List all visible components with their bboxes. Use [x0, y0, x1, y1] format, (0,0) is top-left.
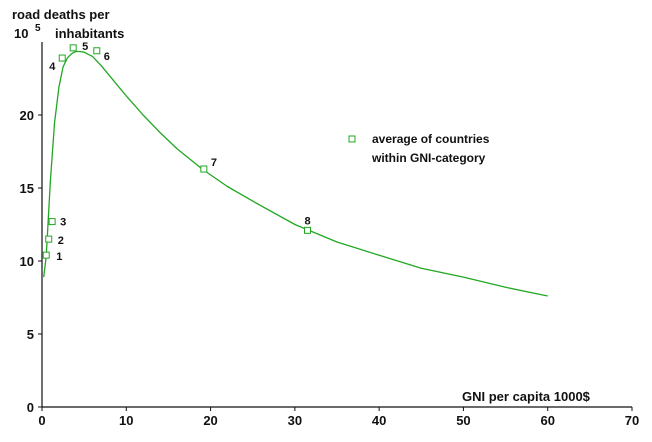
- x-tick-label: 10: [119, 413, 133, 428]
- data-point-label: 7: [211, 157, 217, 169]
- y-axis-title-exponent: 5: [35, 23, 41, 34]
- y-tick-label: 0: [27, 400, 34, 415]
- y-axis-title-line2: inhabitants: [55, 26, 124, 41]
- x-tick-label: 0: [38, 413, 45, 428]
- y-axis-title-line1: road deaths per: [12, 7, 110, 22]
- trend-curve-layer: [43, 50, 548, 297]
- data-point-marker: [48, 218, 56, 226]
- y-axis-title: road deaths per 10 5 inhabitants: [12, 7, 124, 41]
- legend-marker: [348, 135, 356, 143]
- legend-label-line2: within GNI-category: [371, 151, 486, 165]
- data-point-label: 2: [58, 235, 64, 247]
- data-point-label: 1: [56, 251, 62, 263]
- data-point-marker: [93, 47, 101, 55]
- x-tick-label: 40: [372, 413, 386, 428]
- data-point-marker: [58, 54, 66, 62]
- data-points-layer: 1 2 3 4 5 6 7 8: [42, 41, 311, 263]
- y-tick-label: 10: [20, 254, 34, 269]
- data-point-marker: [42, 251, 50, 259]
- data-point-label: 5: [82, 41, 88, 53]
- x-tick-label: 60: [540, 413, 554, 428]
- legend-label-line1: average of countries: [372, 132, 490, 146]
- y-tick-label: 5: [27, 327, 34, 342]
- y-tick-label: 20: [20, 108, 34, 123]
- data-point-label: 3: [60, 217, 66, 229]
- data-point-marker: [304, 226, 311, 234]
- legend: average of countries within GNI-category: [348, 132, 490, 165]
- y-axis-title-base: 10: [14, 26, 28, 41]
- data-point-label: 4: [49, 61, 56, 73]
- x-tick-label: 30: [288, 413, 302, 428]
- x-tick-label: 50: [456, 413, 470, 428]
- x-tick-label: 20: [203, 413, 217, 428]
- trend-curve: [43, 50, 548, 297]
- data-point-marker: [200, 165, 208, 173]
- x-axis-title: GNI per capita 1000$: [462, 389, 591, 404]
- y-tick-label: 15: [20, 181, 34, 196]
- x-tick-label: 70: [625, 413, 639, 428]
- data-point-label: 8: [305, 215, 311, 227]
- data-point-label: 6: [104, 51, 110, 63]
- data-point-marker: [45, 235, 53, 243]
- data-point-marker: [69, 44, 77, 52]
